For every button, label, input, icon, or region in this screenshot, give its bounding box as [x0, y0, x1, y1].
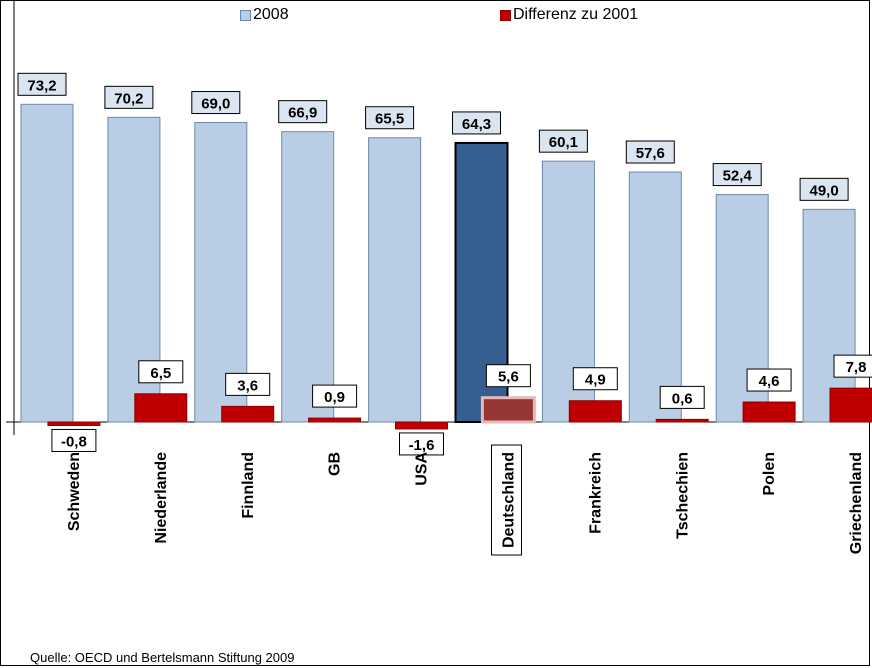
value-label-2008-schweden: 73,2 — [27, 77, 56, 94]
bar-2008-schweden — [20, 103, 74, 423]
category-label-frankreich: Frankreich — [587, 452, 604, 534]
legend-label-differenz: Differenz zu 2001 — [513, 6, 639, 23]
bar-differenz-frankreich — [568, 400, 622, 423]
bar-differenz-usa — [395, 421, 448, 430]
value-label-2008-frankreich: 60,1 — [549, 134, 578, 151]
bar-differenz-tschechien — [655, 418, 709, 423]
category-label-tschechien: Tschechien — [674, 452, 691, 539]
value-label-box-differenz-frankreich — [572, 367, 618, 391]
value-label-box-differenz-niederlande — [138, 360, 184, 384]
legend-item-2008: 2008 — [240, 6, 289, 24]
value-label-differenz-frankreich: 4,9 — [585, 372, 606, 389]
bar-differenz-griechenland — [829, 387, 872, 423]
value-label-differenz-griechenland: 7,8 — [846, 359, 867, 376]
value-label-2008-griechenland: 49,0 — [809, 182, 838, 199]
value-label-differenz-tschechien: 0,6 — [672, 390, 693, 407]
value-label-box-differenz-deutschland — [485, 364, 531, 388]
value-label-differenz-usa: -1,6 — [409, 437, 435, 454]
legend-item-differenz: Differenz zu 2001 — [500, 6, 638, 24]
bar-differenz-polen — [742, 401, 796, 423]
legend-swatch-differenz — [500, 9, 511, 21]
category-highlight-box — [491, 444, 522, 556]
category-label-polen: Polen — [761, 452, 778, 496]
category-label-usa: USA — [414, 452, 431, 486]
value-label-box-2008-niederlande — [104, 85, 154, 109]
category-label-schweden: Schweden — [66, 452, 83, 531]
value-label-box-differenz-gb — [312, 384, 358, 408]
category-label-griechenland: Griechenland — [848, 452, 865, 554]
bar-differenz-schweden — [47, 421, 101, 426]
value-label-2008-finnland: 69,0 — [201, 96, 230, 113]
value-label-differenz-niederlande: 6,5 — [150, 365, 171, 382]
bar-2008-gb — [281, 131, 335, 423]
value-label-box-2008-gb — [278, 100, 328, 124]
value-label-box-differenz-finnland — [225, 372, 271, 396]
value-label-box-differenz-schweden — [51, 428, 97, 452]
value-label-differenz-deutschland: 5,6 — [498, 369, 519, 386]
bar-differenz-finnland — [221, 405, 275, 423]
value-label-differenz-schweden: -0,8 — [61, 433, 87, 450]
bar-differenz-niederlande — [134, 393, 188, 423]
value-label-box-2008-polen — [712, 163, 762, 187]
value-label-box-2008-tschechien — [625, 140, 675, 164]
legend-swatch-2008 — [240, 9, 251, 21]
value-label-differenz-polen: 4,6 — [759, 373, 780, 390]
category-label-finnland: Finnland — [240, 452, 257, 519]
value-label-2008-polen: 52,4 — [723, 168, 753, 185]
value-label-box-2008-deutschland — [452, 111, 501, 135]
value-label-box-differenz-tschechien — [659, 385, 705, 409]
value-label-differenz-gb: 0,9 — [324, 389, 345, 406]
bar-2008-usa — [368, 137, 422, 423]
bar-2008-griechenland — [802, 208, 856, 423]
value-label-box-differenz-polen — [746, 368, 792, 392]
value-label-differenz-finnland: 3,6 — [237, 377, 258, 394]
category-label-niederlande: Niederlande — [153, 452, 170, 544]
value-label-box-2008-finnland — [191, 91, 241, 115]
value-label-2008-usa: 65,5 — [375, 111, 404, 128]
category-label-gb: GB — [327, 452, 344, 476]
value-label-box-differenz-usa — [399, 432, 444, 456]
bar-differenz-gb — [308, 417, 362, 423]
value-label-box-2008-schweden — [17, 72, 67, 96]
category-label-deutschland: Deutschland — [501, 452, 518, 548]
value-label-box-2008-griechenland — [799, 177, 849, 201]
bar-2008-finnland — [194, 122, 248, 423]
legend-label-2008: 2008 — [253, 6, 289, 23]
value-label-2008-gb: 66,9 — [288, 105, 317, 122]
value-label-2008-deutschland: 64,3 — [462, 116, 491, 133]
bar-2008-tschechien — [628, 171, 682, 423]
value-label-box-2008-usa — [365, 106, 415, 130]
value-label-2008-niederlande: 70,2 — [114, 90, 143, 107]
source-note: Quelle: OECD und Bertelsmann Stiftung 20… — [30, 650, 295, 665]
value-label-2008-tschechien: 57,6 — [636, 145, 665, 162]
bar-differenz-deutschland — [480, 396, 536, 424]
value-label-box-2008-frankreich — [538, 129, 588, 153]
value-label-box-differenz-griechenland — [833, 354, 872, 378]
